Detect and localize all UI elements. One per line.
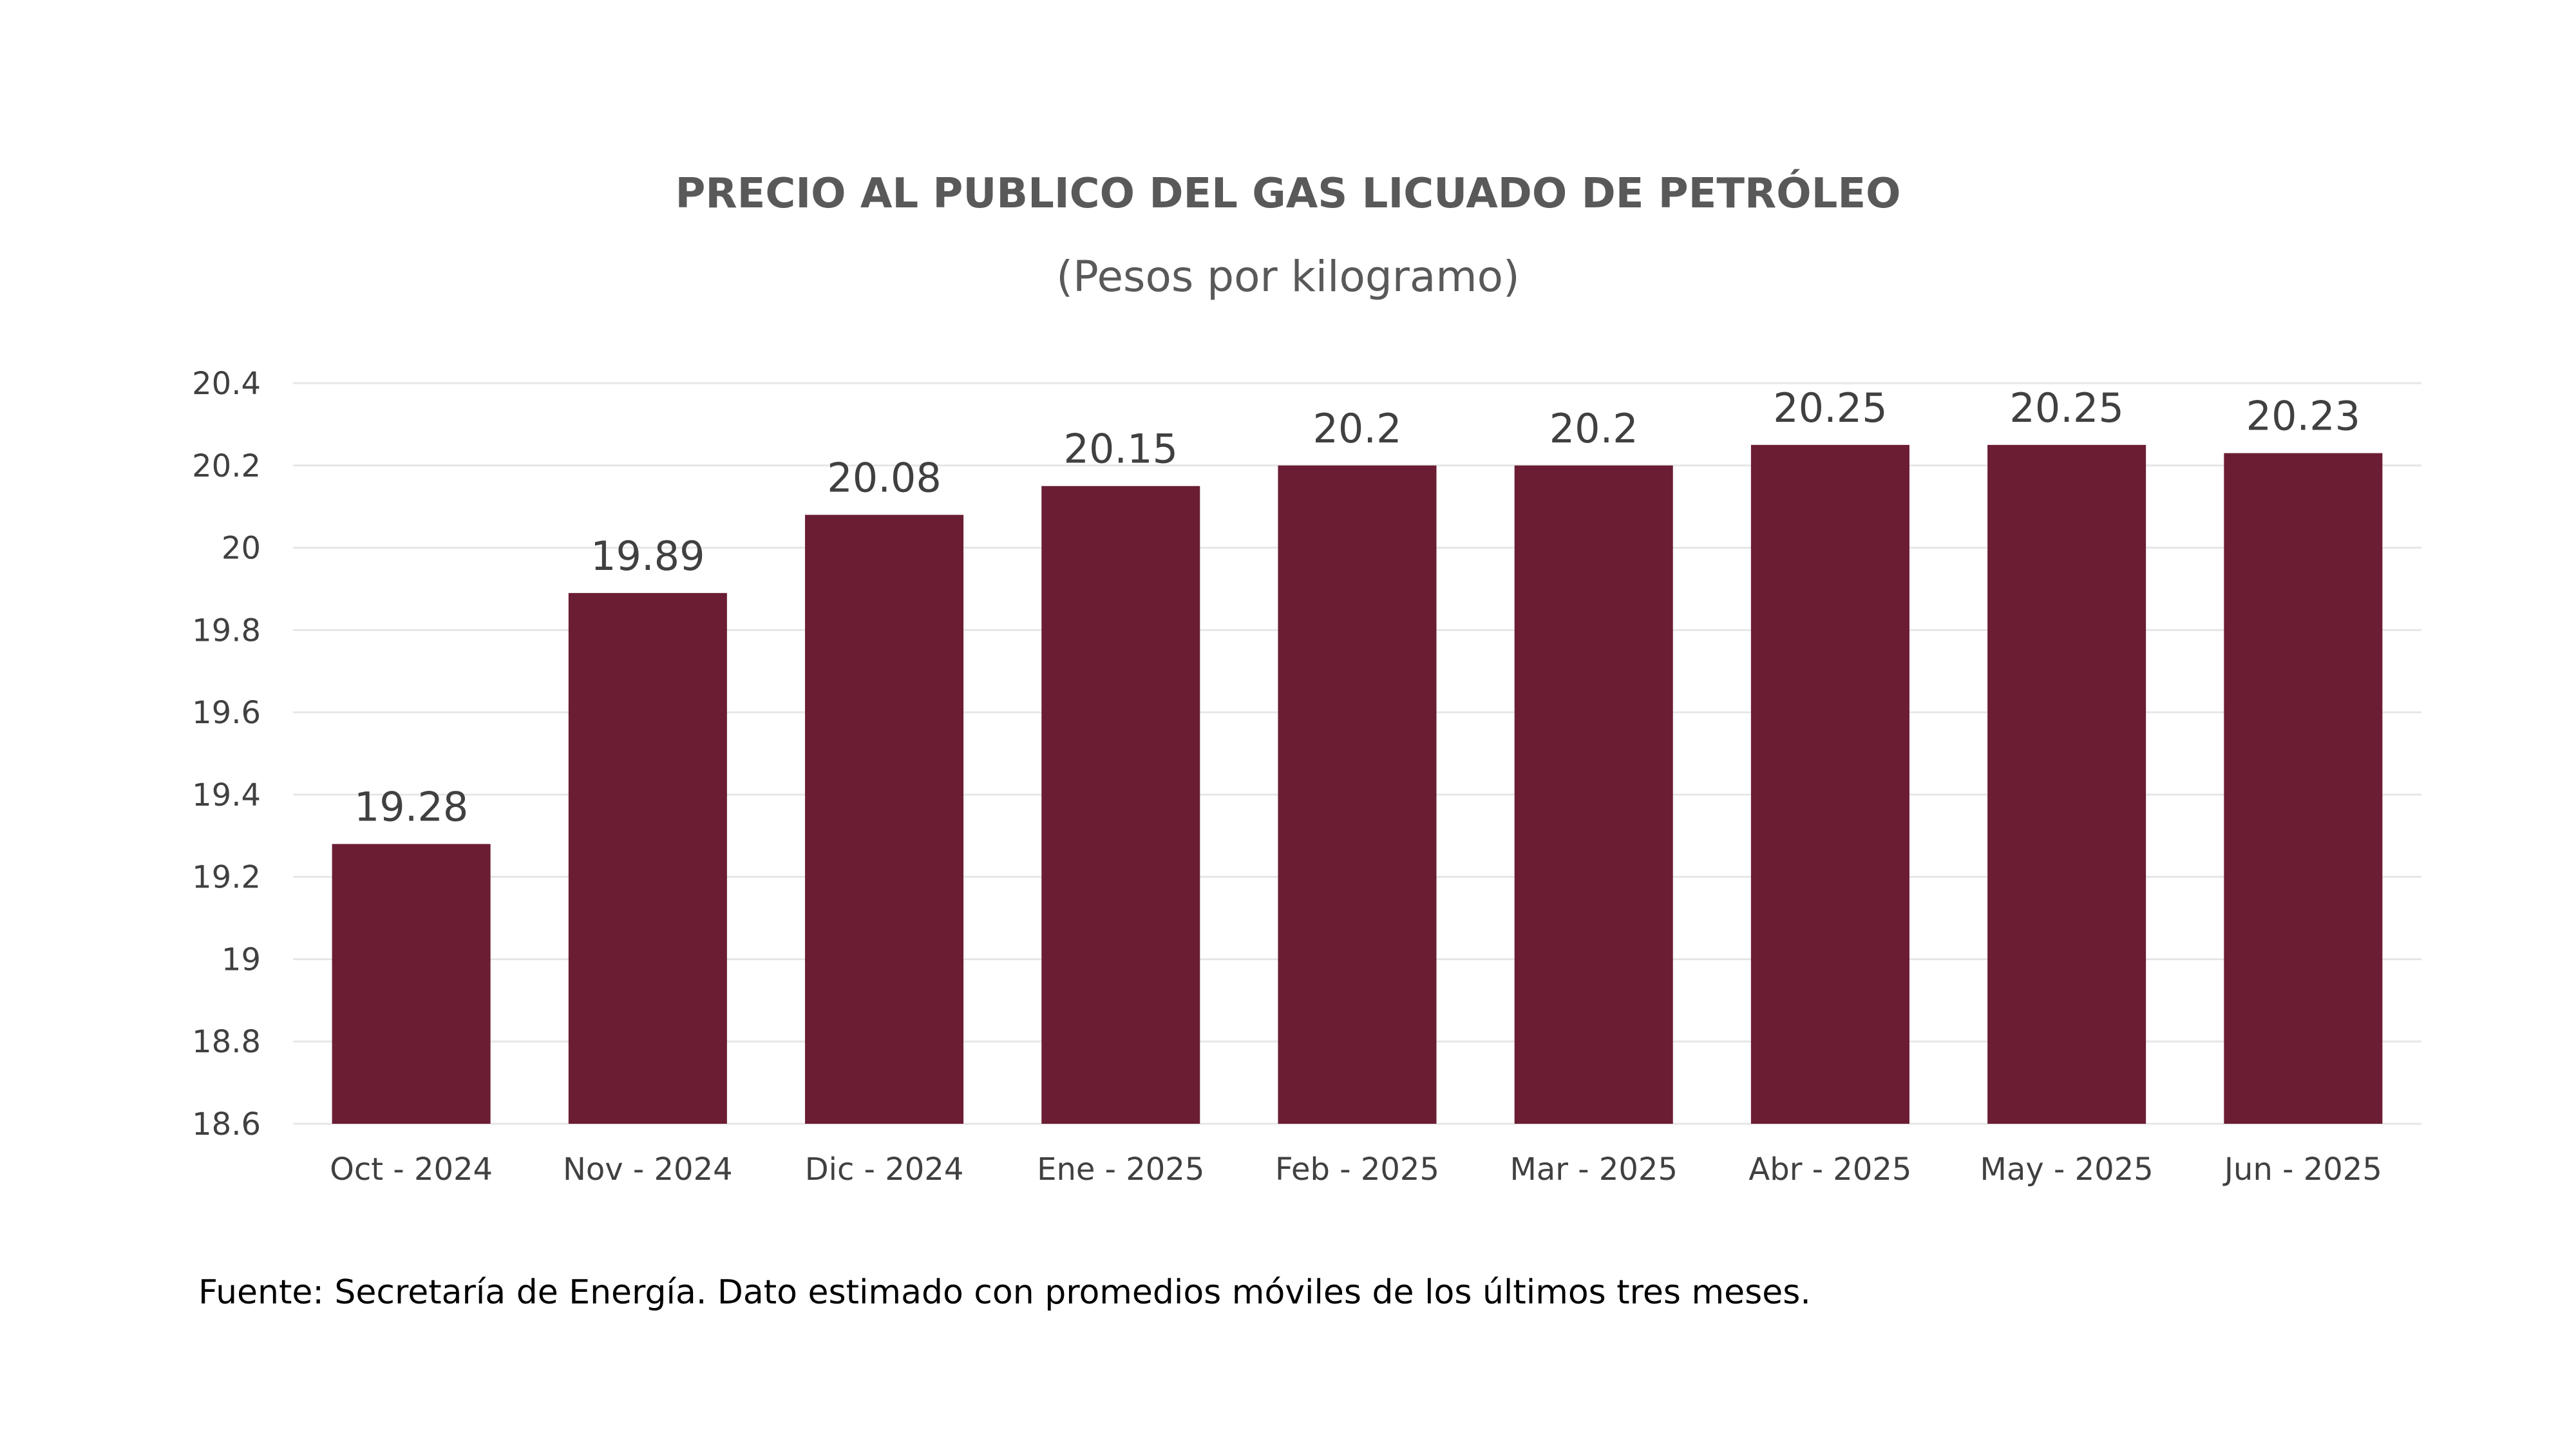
x-axis-tick-labels: Oct - 2024 Nov - 2024 Dic - 2024 Ene - 2025…: [330, 1151, 2382, 1188]
x-tick-label: Ene - 2025: [1037, 1151, 1204, 1188]
y-tick-label: 18.6: [192, 1106, 261, 1142]
data-label: 20.15: [1064, 426, 1179, 473]
data-label: 19.89: [591, 533, 705, 580]
bar: [1750, 444, 1909, 1124]
bar: [1278, 465, 1437, 1124]
data-label: 20.23: [2246, 393, 2361, 440]
data-label: 20.2: [1549, 405, 1638, 452]
bar: [805, 515, 964, 1124]
data-labels: 19.28 19.89 20.08 20.15 20.2 20.2 20.25 20.25 20…: [354, 384, 2360, 831]
y-axis-tick-labels: 18.6 18.8 19 19.2 19.4 19.6 19.8 20 20.2 20.4: [192, 366, 261, 1142]
x-tick-label: Abr - 2025: [1748, 1151, 1911, 1188]
x-tick-label: Nov - 2024: [563, 1151, 733, 1188]
y-tick-label: 18.8: [192, 1024, 261, 1060]
bar: [1041, 486, 1200, 1124]
x-tick-label: Mar - 2025: [1510, 1151, 1678, 1188]
bar: [568, 592, 727, 1124]
chart-subtitle: (Pesos por kilogramo): [1056, 252, 1520, 301]
bar: [1987, 444, 2146, 1124]
x-tick-label: Dic - 2024: [805, 1151, 964, 1188]
data-label: 19.28: [354, 784, 469, 831]
x-tick-label: May - 2025: [1980, 1151, 2154, 1188]
y-tick-label: 19.8: [192, 612, 261, 649]
x-tick-label: Feb - 2025: [1275, 1151, 1439, 1188]
bars: [332, 444, 2383, 1124]
bar: [332, 844, 491, 1124]
data-label: 20.08: [827, 454, 942, 501]
x-tick-label: Jun - 2025: [2222, 1151, 2382, 1188]
bar: [2224, 453, 2383, 1124]
y-tick-label: 20.2: [192, 448, 261, 484]
y-tick-label: 19: [222, 942, 261, 978]
source-note: Fuente: Secretaría de Energía. Dato esti…: [198, 1273, 1811, 1312]
x-tick-label: Oct - 2024: [330, 1151, 493, 1188]
bar: [1514, 465, 1673, 1124]
data-label: 20.2: [1312, 405, 1401, 452]
data-label: 20.25: [2009, 384, 2124, 431]
data-label: 20.25: [1773, 384, 1888, 431]
y-tick-label: 19.4: [192, 777, 261, 813]
chart-title: PRECIO AL PUBLICO DEL GAS LICUADO DE PET…: [675, 169, 1900, 218]
y-tick-label: 20.4: [192, 366, 261, 402]
y-tick-label: 19.2: [192, 860, 261, 896]
y-tick-label: 20: [222, 531, 261, 567]
y-tick-label: 19.6: [192, 695, 261, 731]
